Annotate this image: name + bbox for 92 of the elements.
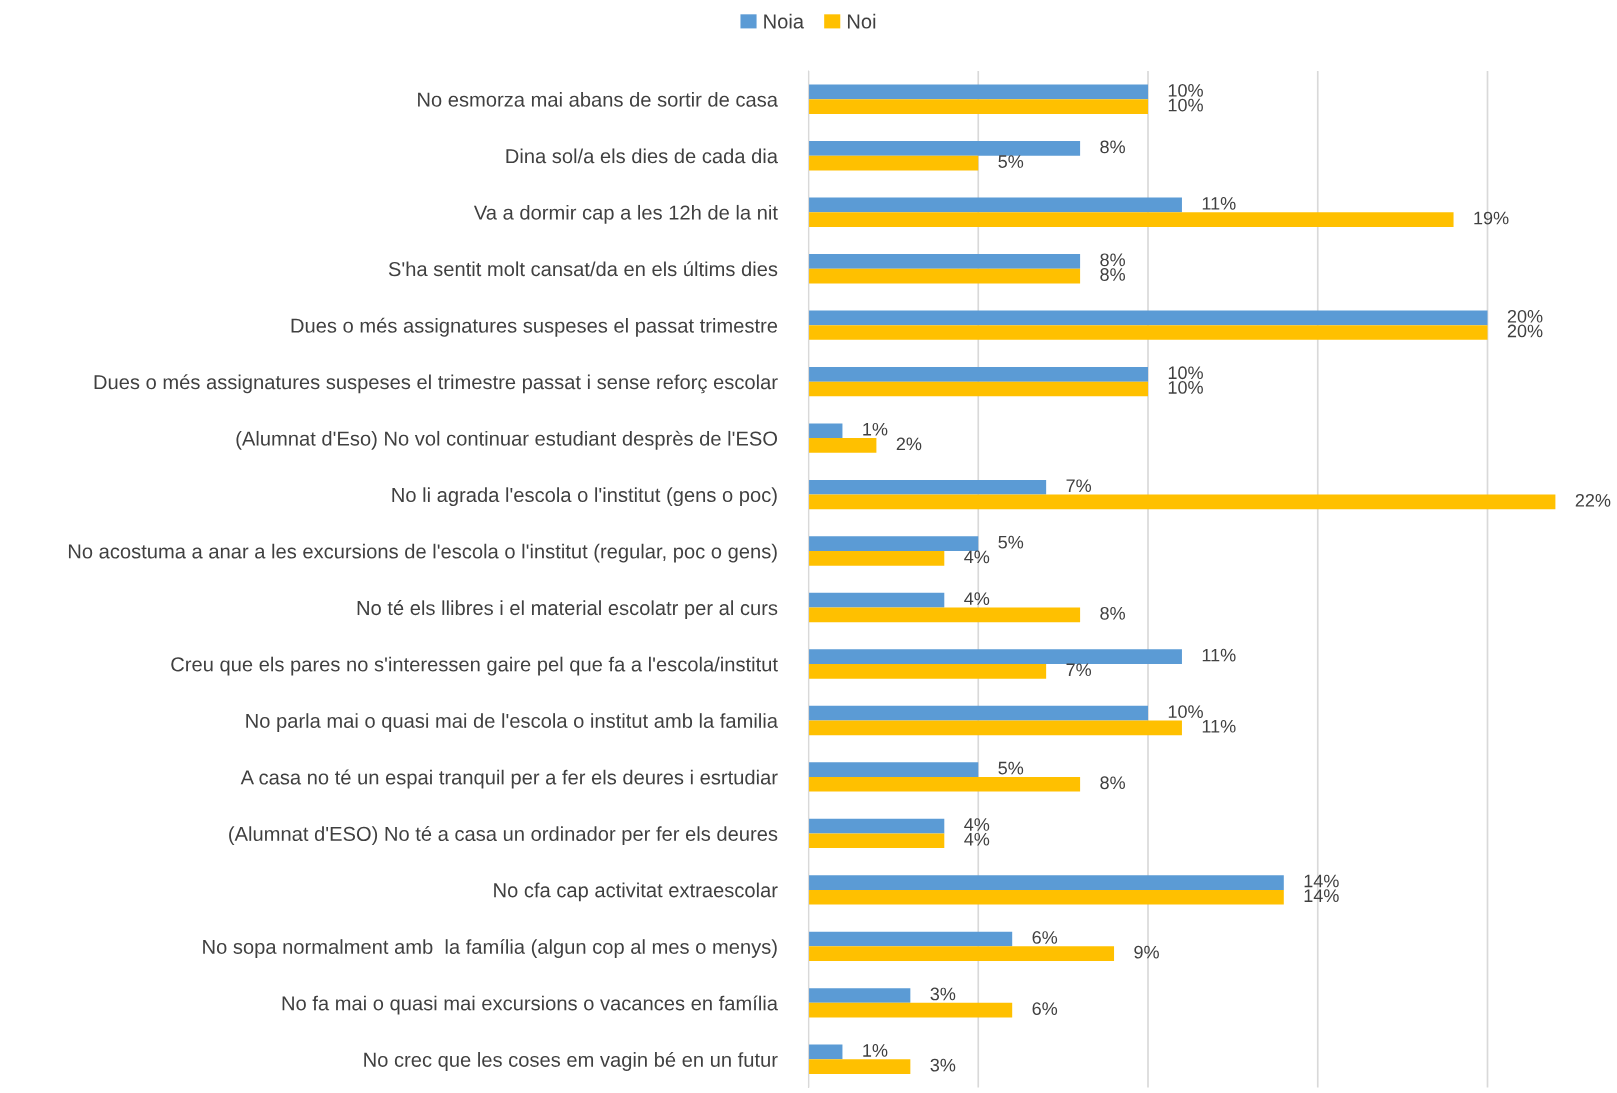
y-tick-label: Dues o més assignatures suspeses el passat trimestre (291, 317, 778, 337)
data-label: 3% (930, 1058, 956, 1072)
data-label: 4% (964, 818, 990, 831)
bar (808, 366, 1148, 382)
data-label: 10% (1168, 84, 1203, 97)
bar (808, 551, 945, 566)
data-label: 10% (1168, 381, 1203, 394)
bar (808, 818, 945, 834)
data-label: 11% (1202, 648, 1236, 662)
y-tick-label: No esmorza mai abans de sortir de casa (418, 91, 778, 107)
bar (808, 479, 1047, 495)
bar (808, 762, 979, 777)
bar (808, 197, 1182, 213)
data-label: 10% (1168, 98, 1203, 112)
bar (808, 592, 945, 608)
data-label: 11% (1202, 719, 1236, 733)
data-label: 8% (1100, 253, 1125, 267)
bar (808, 268, 1081, 284)
data-label: 6% (1032, 931, 1058, 944)
data-label: 8% (1100, 268, 1125, 281)
bar (808, 988, 911, 1003)
bar (808, 607, 1081, 623)
data-label: 6% (1032, 1002, 1058, 1016)
bar (808, 141, 1081, 156)
data-label: 5% (998, 535, 1024, 549)
data-label: 9% (1134, 945, 1159, 959)
y-tick-label: No sopa normalment amb la família (algun cop al mes o menys) (203, 938, 777, 958)
bar (808, 776, 1081, 792)
bar (808, 1059, 911, 1074)
bar (808, 875, 1284, 890)
y-tick-label: No té els llibres i el material escolatr per al curs (357, 600, 778, 620)
data-label: 1% (863, 1044, 888, 1057)
bar (808, 84, 1148, 100)
data-label: 20% (1507, 309, 1543, 323)
data-label: 4% (964, 832, 990, 846)
bar (808, 889, 1284, 905)
data-label: 10% (1168, 705, 1203, 718)
bar (808, 494, 1556, 510)
data-label: 2% (896, 437, 922, 451)
data-label: 22% (1575, 493, 1611, 507)
data-label: 10% (1168, 366, 1203, 380)
bar (808, 536, 979, 552)
y-tick-label: No fa mai o quasi mai excursions o vacances en família (282, 995, 778, 1015)
bar (808, 155, 979, 171)
y-tick-label: No parla mai o quasi mai de l'escola o institut amb la familia (246, 713, 778, 732)
data-label: 7% (1066, 479, 1092, 493)
bar (808, 931, 1013, 947)
bar (808, 310, 1488, 326)
data-label: 14% (1304, 874, 1339, 888)
data-label: 11% (1202, 197, 1236, 210)
bar (808, 325, 1488, 340)
y-tick-label: S'ha sentit molt cansat/da en els últims dies (388, 261, 778, 277)
y-tick-label: No crec que les coses em vagin bé en un futur (364, 1051, 778, 1071)
bar (808, 649, 1182, 664)
y-tick-label: (Alumnat d'ESO) No té a casa un ordinador per fer els deures (229, 826, 778, 846)
data-label: 8% (1100, 140, 1125, 154)
data-label: 8% (1100, 776, 1125, 790)
data-label: 8% (1100, 606, 1125, 620)
data-label: 5% (998, 761, 1024, 775)
data-label: 14% (1304, 889, 1339, 902)
legend-label: Noi (847, 13, 876, 29)
data-label: 19% (1474, 211, 1509, 225)
data-label: 4% (964, 592, 990, 605)
y-tick-label: No cfa cap activitat extraescolar (494, 882, 778, 902)
data-label: 20% (1507, 324, 1543, 338)
data-label: 3% (930, 987, 956, 1001)
y-tick-label: Va a dormir cap a les 12h de la nit (473, 204, 778, 224)
data-label: 4% (964, 550, 990, 564)
bar (808, 833, 945, 849)
bar (808, 720, 1182, 736)
bar (808, 946, 1115, 962)
y-tick-label: No li agrada l'escola o l'institut (gens o poc) (392, 487, 777, 507)
y-tick-label: No acostuma a anar a les excursions de l'escola o l'institut (regular, poc o gens) (68, 543, 777, 563)
bar (808, 254, 1081, 269)
y-tick-label: (Alumnat d'Eso) No vol continuar estudiant desprès de l'ESO (236, 430, 778, 450)
bar (808, 1002, 1013, 1018)
bar (808, 1044, 843, 1060)
data-label: 5% (998, 155, 1024, 168)
y-tick-label: Dues o més assignatures suspeses el trimestre passat i sense reforç escolar (94, 374, 778, 394)
bar (808, 99, 1148, 114)
y-tick-label: A casa no té un espai tranquil per a fer els deures i esrtudiar (240, 769, 778, 789)
y-tick-label: Creu que els pares no s'interessen gaire pel que fa a l'escola/institut (171, 656, 778, 676)
legend-label: Noia (764, 13, 805, 29)
bar (808, 423, 843, 439)
bar (808, 212, 1454, 227)
y-tick-label: Dina sol/a els dies de cada dia (506, 148, 778, 164)
bar (808, 438, 877, 453)
data-label: 1% (863, 422, 888, 436)
data-label: 7% (1066, 663, 1092, 677)
bar (808, 381, 1148, 397)
bar (808, 705, 1148, 721)
bar (808, 664, 1047, 679)
